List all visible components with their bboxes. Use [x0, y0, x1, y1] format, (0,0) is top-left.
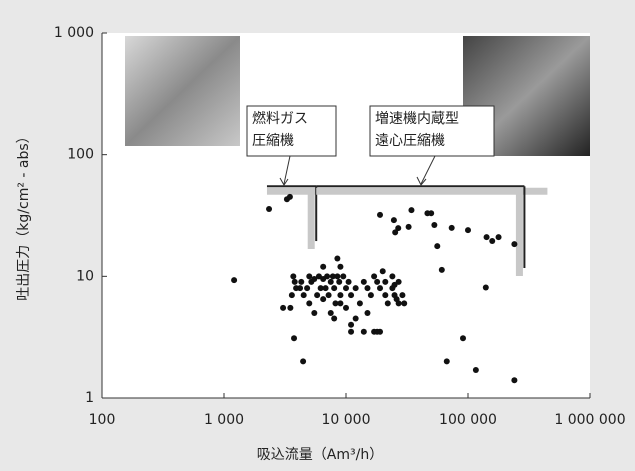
- point: [364, 285, 370, 291]
- x-tick-label: 10 000: [322, 412, 371, 428]
- annotation-label: 圧縮機: [252, 133, 294, 149]
- point: [511, 377, 517, 383]
- point: [306, 273, 312, 279]
- annotation-label: 燃料ガス: [252, 110, 308, 127]
- point: [337, 292, 343, 298]
- point: [392, 229, 398, 235]
- point: [396, 279, 402, 285]
- point: [343, 305, 349, 311]
- point: [300, 358, 306, 364]
- point: [465, 227, 471, 233]
- point: [289, 292, 295, 298]
- point: [484, 234, 490, 240]
- point: [343, 285, 349, 291]
- x-tick-label: 1 000 000: [554, 412, 625, 428]
- point: [511, 241, 517, 247]
- y-axis-title: 吐出圧力（kg/cm² - abs）: [16, 129, 32, 300]
- point: [324, 273, 330, 279]
- point: [304, 285, 310, 291]
- point: [266, 206, 272, 212]
- point: [401, 300, 407, 306]
- point: [396, 300, 402, 306]
- point: [314, 292, 320, 298]
- y-tick-label: 100: [67, 147, 94, 163]
- point: [348, 292, 354, 298]
- point: [371, 273, 377, 279]
- point: [340, 273, 346, 279]
- x-axis-title: 吸込流量（Am³/h）: [257, 447, 383, 463]
- point: [391, 217, 397, 223]
- point: [377, 329, 383, 335]
- point: [287, 305, 293, 311]
- point: [361, 329, 367, 335]
- annotation-label: 増速機内蔵型: [375, 111, 459, 127]
- y-tick-label: 1 000: [54, 25, 94, 41]
- point: [353, 285, 359, 291]
- point: [496, 234, 502, 240]
- point: [331, 285, 337, 291]
- point: [280, 305, 286, 311]
- point: [380, 268, 386, 274]
- point: [334, 273, 340, 279]
- point: [353, 316, 359, 322]
- point: [346, 279, 352, 285]
- point: [408, 207, 414, 213]
- point: [434, 243, 440, 249]
- point: [348, 322, 354, 328]
- point: [348, 329, 354, 335]
- y-tick-label: 10: [76, 268, 94, 284]
- point: [292, 279, 298, 285]
- point: [483, 284, 489, 290]
- x-tick-label: 100 000: [439, 412, 497, 428]
- chart: 吸込流量（Am³/h） 吐出圧力（kg/cm² - abs） 1 10 100 1 0…: [0, 0, 635, 471]
- photo-fuel-gas-compressor: [125, 36, 240, 146]
- point: [406, 224, 412, 230]
- point: [297, 285, 303, 291]
- point: [306, 300, 312, 306]
- point: [311, 310, 317, 316]
- point: [444, 358, 450, 364]
- point: [431, 222, 437, 228]
- y-tick-label: 1: [85, 390, 94, 406]
- x-tick-label: 100: [89, 412, 116, 428]
- point: [331, 316, 337, 322]
- point: [389, 273, 395, 279]
- point: [361, 279, 367, 285]
- point: [382, 279, 388, 285]
- point: [336, 279, 342, 285]
- point: [320, 264, 326, 270]
- point: [368, 292, 374, 298]
- point: [439, 267, 445, 273]
- point: [231, 277, 237, 283]
- point: [334, 256, 340, 262]
- point: [298, 279, 304, 285]
- point: [377, 212, 383, 218]
- point: [291, 335, 297, 341]
- point: [460, 335, 466, 341]
- point: [323, 285, 329, 291]
- point: [385, 300, 391, 306]
- point: [364, 310, 370, 316]
- x-tick-label: 1 000: [204, 412, 244, 428]
- point: [328, 279, 334, 285]
- point: [489, 238, 495, 244]
- point: [337, 264, 343, 270]
- point: [326, 292, 332, 298]
- annotation-label: 遠心圧縮機: [375, 133, 445, 149]
- point: [374, 279, 380, 285]
- point: [377, 285, 383, 291]
- point: [328, 310, 334, 316]
- point: [290, 273, 296, 279]
- point: [357, 300, 363, 306]
- point: [473, 367, 479, 373]
- point: [399, 292, 405, 298]
- point: [428, 210, 434, 216]
- point: [337, 300, 343, 306]
- point: [382, 292, 388, 298]
- point: [320, 296, 326, 302]
- point: [301, 292, 307, 298]
- point: [449, 225, 455, 231]
- point: [287, 194, 293, 200]
